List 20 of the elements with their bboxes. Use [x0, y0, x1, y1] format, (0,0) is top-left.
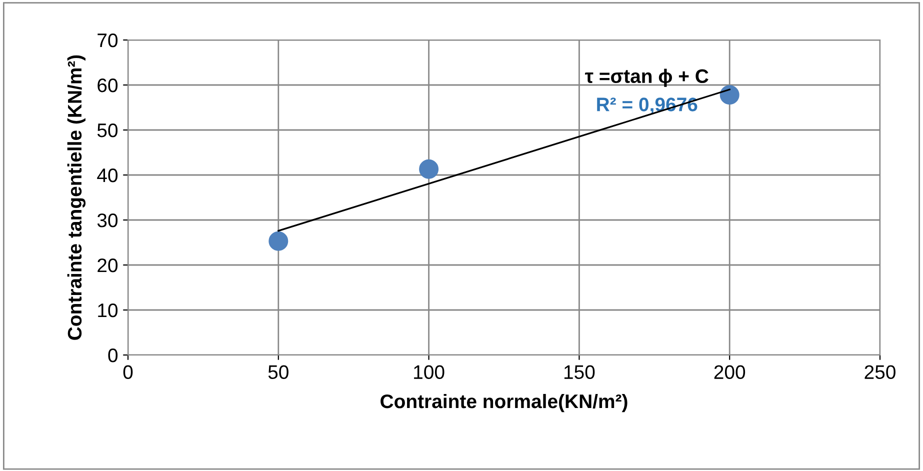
- x-axis-title: Contrainte normale(KN/m²): [380, 394, 628, 412]
- y-tick-label: 30: [97, 213, 118, 228]
- point: [268, 231, 288, 251]
- x-tick-label: 250: [864, 365, 896, 380]
- y-tick-label: 70: [98, 33, 118, 48]
- point: [720, 85, 740, 105]
- y-tick-label: 40: [97, 168, 118, 182]
- x-tick-label: 100: [414, 365, 444, 380]
- annotation: τ =σtan ϕ + C: [585, 68, 708, 87]
- y-tick-label: 0: [108, 348, 118, 362]
- x-tick-label: 0: [123, 365, 133, 380]
- x-tick-label: 150: [564, 365, 595, 380]
- y-tick-label: 10: [98, 303, 118, 318]
- y-axis-title: Contrainte tangentielle (KN/m²): [67, 55, 86, 340]
- x-tick-label: 50: [268, 365, 288, 380]
- x-tick-label: 200: [714, 365, 746, 380]
- point: [419, 159, 439, 179]
- y-tick-label: 50: [97, 123, 118, 138]
- y-tick-label: 20: [98, 258, 118, 272]
- y-tick-label: 60: [98, 78, 118, 92]
